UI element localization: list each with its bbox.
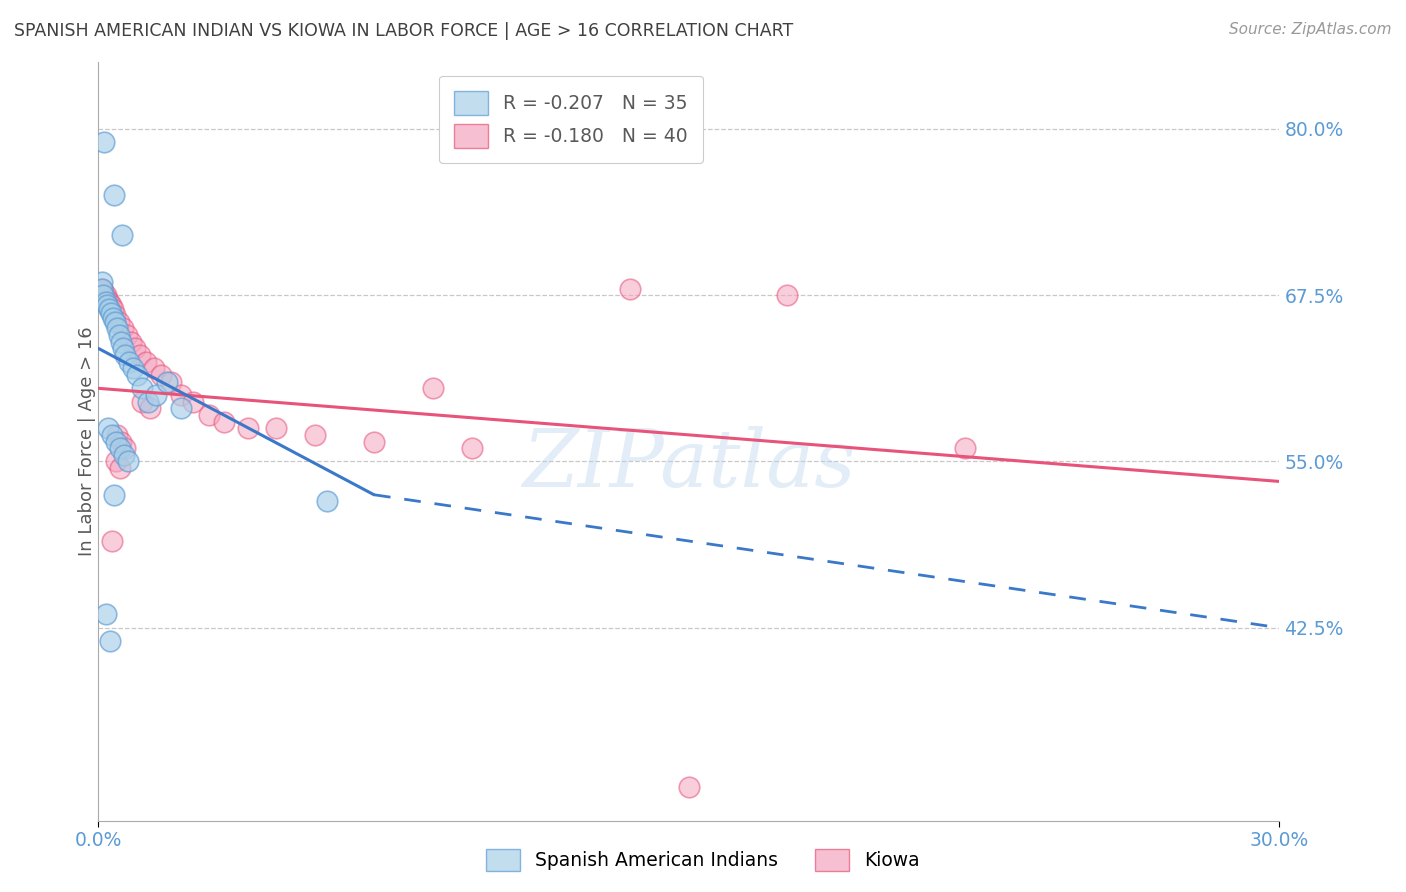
Point (114, 441, 136, 455)
Point (181, 394, 204, 409)
Text: ZIPatlas: ZIPatlas (522, 425, 856, 503)
Point (104, 315, 127, 329)
Point (150, 368, 173, 382)
Point (214, 415, 236, 429)
Point (108, 441, 131, 455)
Legend: Spanish American Indians, Kiowa: Spanish American Indians, Kiowa (478, 841, 928, 878)
Point (110, 334, 132, 349)
Point (142, 361, 165, 376)
Point (170, 388, 193, 402)
Point (103, 310, 125, 325)
Point (108, 328, 131, 343)
Point (115, 328, 138, 343)
Point (96, 297, 118, 311)
Point (170, 401, 193, 416)
Point (128, 348, 150, 362)
Point (131, 381, 153, 395)
Legend: R = -0.207   N = 35, R = -0.180   N = 40: R = -0.207 N = 35, R = -0.180 N = 40 (439, 76, 703, 163)
Point (98, 634, 121, 648)
Point (108, 461, 131, 475)
Point (135, 355, 157, 369)
Point (94, 294, 117, 309)
Point (122, 361, 145, 376)
Point (953, 441, 976, 455)
Point (110, 434, 132, 449)
Point (105, 428, 128, 442)
Point (105, 454, 128, 468)
Point (103, 301, 125, 316)
Point (264, 421, 287, 435)
Point (94, 288, 117, 302)
Point (90, 282, 112, 296)
Point (98, 294, 121, 309)
Text: SPANISH AMERICAN INDIAN VS KIOWA IN LABOR FORCE | AGE > 16 CORRELATION CHART: SPANISH AMERICAN INDIAN VS KIOWA IN LABO… (14, 22, 793, 40)
Point (103, 188, 125, 202)
Point (125, 368, 148, 382)
Point (93, 135, 115, 149)
Point (101, 428, 124, 442)
Point (118, 355, 141, 369)
Point (101, 534, 124, 549)
Point (117, 454, 139, 468)
Point (315, 494, 337, 508)
Point (678, 780, 700, 795)
Point (100, 305, 122, 319)
Point (112, 448, 135, 462)
Point (363, 434, 385, 449)
Y-axis label: In Labor Force | Age > 16: In Labor Force | Age > 16 (79, 326, 96, 557)
Point (197, 408, 219, 422)
Point (304, 428, 326, 442)
Point (100, 297, 122, 311)
Point (108, 315, 131, 329)
Point (619, 282, 641, 296)
Point (98, 301, 121, 316)
Point (91, 284, 114, 298)
Point (131, 394, 153, 409)
Point (138, 401, 160, 416)
Point (111, 321, 134, 335)
Point (111, 342, 134, 356)
Point (461, 441, 484, 455)
Point (124, 342, 146, 356)
Point (111, 228, 134, 243)
Point (96, 292, 118, 306)
Point (104, 308, 127, 322)
Point (422, 381, 444, 395)
Point (97, 421, 120, 435)
Point (145, 388, 167, 402)
Text: Source: ZipAtlas.com: Source: ZipAtlas.com (1229, 22, 1392, 37)
Point (114, 348, 136, 362)
Point (91, 275, 114, 289)
Point (136, 394, 159, 409)
Point (91, 288, 114, 302)
Point (156, 375, 179, 389)
Point (236, 421, 259, 435)
Point (96, 607, 118, 622)
Point (160, 375, 183, 389)
Point (120, 334, 142, 349)
Point (103, 488, 125, 502)
Point (776, 288, 799, 302)
Point (105, 434, 128, 449)
Point (90, 282, 112, 296)
Point (105, 321, 128, 335)
